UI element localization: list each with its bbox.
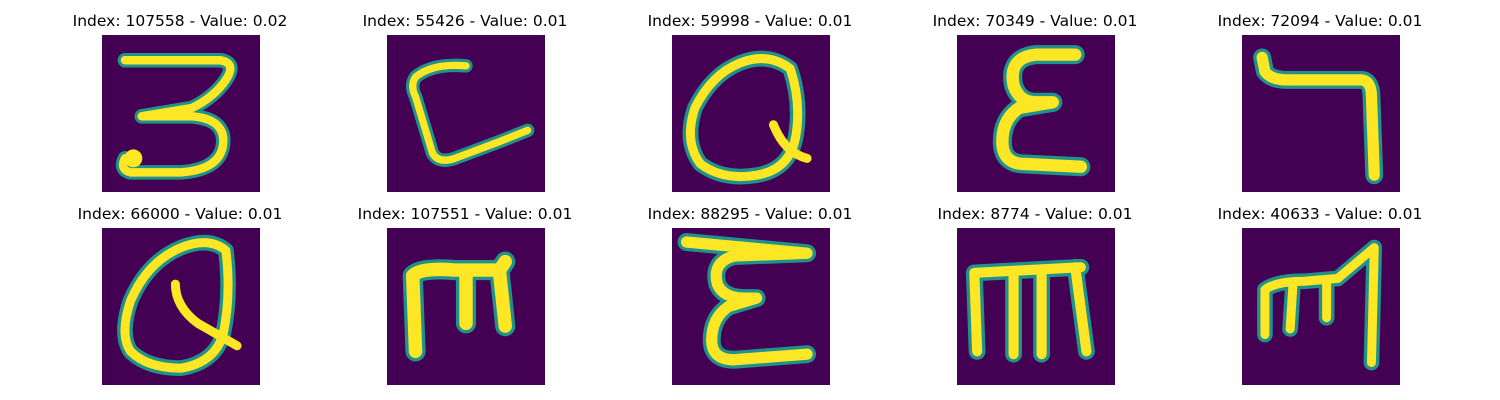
panel-title: Index: 107551 - Value: 0.01: [357, 205, 573, 223]
panel-title: Index: 8774 - Value: 0.01: [937, 205, 1133, 223]
panel-title: Index: 55426 - Value: 0.01: [362, 12, 568, 30]
panel-title: Index: 72094 - Value: 0.01: [1217, 12, 1423, 30]
grid-panel: Index: 59998 - Value: 0.01: [600, 0, 900, 192]
digit-image: [387, 35, 545, 192]
grid-panel: Index: 88295 - Value: 0.01: [600, 193, 900, 385]
grid-panel: Index: 55426 - Value: 0.01: [315, 0, 615, 192]
panel-title: Index: 70349 - Value: 0.01: [932, 12, 1138, 30]
glyph-hook-icon: [1253, 48, 1384, 185]
digit-image: [102, 35, 260, 192]
glyph-c-icon: [406, 58, 535, 167]
glyph-epsilon-icon: [992, 45, 1091, 177]
grid-panel: Index: 66000 - Value: 0.01: [30, 193, 330, 385]
digit-image: [1242, 35, 1400, 192]
digit-image: [957, 228, 1115, 385]
glyph-epsilon-icon: [677, 233, 817, 369]
glyph-3-icon: [115, 52, 238, 180]
glyph-m-icon: [1257, 239, 1383, 371]
panel-title: Index: 40633 - Value: 0.01: [1217, 205, 1423, 223]
panel-title: Index: 88295 - Value: 0.01: [647, 205, 853, 223]
digit-image: [672, 35, 830, 192]
digit-image: [387, 228, 545, 385]
digit-image: [102, 228, 260, 385]
glyph-q-icon: [117, 234, 242, 377]
glyph-m-icon: [402, 251, 516, 362]
grid-panel: Index: 40633 - Value: 0.01: [1170, 193, 1470, 385]
grid-panel: Index: 72094 - Value: 0.01: [1170, 0, 1470, 192]
glyph-q-icon: [682, 50, 812, 185]
panel-title: Index: 107558 - Value: 0.02: [72, 12, 288, 30]
grid-panel: Index: 107558 - Value: 0.02: [30, 0, 330, 192]
grid-panel: Index: 107551 - Value: 0.01: [315, 193, 615, 385]
panel-title: Index: 59998 - Value: 0.01: [647, 12, 853, 30]
grid-panel: Index: 8774 - Value: 0.01: [885, 193, 1185, 385]
panel-title: Index: 66000 - Value: 0.01: [77, 205, 283, 223]
glyph-m-icon: [965, 258, 1095, 363]
digit-image: [1242, 228, 1400, 385]
digit-image: [957, 35, 1115, 192]
grid-panel: Index: 70349 - Value: 0.01: [885, 0, 1185, 192]
digit-image: [672, 228, 830, 385]
